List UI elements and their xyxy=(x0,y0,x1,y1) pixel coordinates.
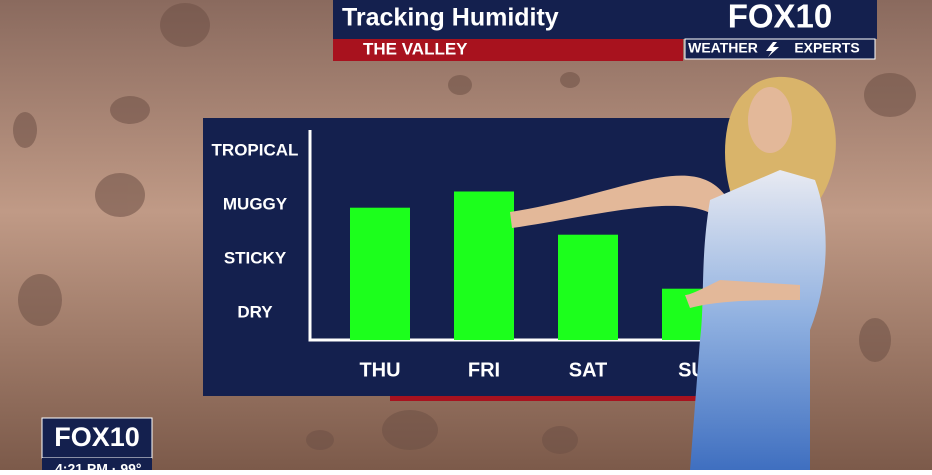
subtitle-box xyxy=(333,39,683,61)
logo-tagline: EXPERTS xyxy=(794,40,859,56)
logo-name: FOX10 xyxy=(728,0,833,35)
y-tick-label: MUGGY xyxy=(223,194,288,213)
x-tick-label: SAT xyxy=(569,359,608,381)
logo-tagline: WEATHER xyxy=(688,40,758,56)
droplets xyxy=(13,3,916,454)
bar xyxy=(454,191,514,340)
x-tick-label: FRI xyxy=(468,359,500,381)
chart-accent xyxy=(390,396,700,401)
title-box xyxy=(333,0,683,39)
logo-tagline-box xyxy=(684,38,876,60)
bar xyxy=(558,234,618,340)
y-tick-label: STICKY xyxy=(224,248,287,267)
bar xyxy=(350,207,410,340)
subtitle: THE VALLEY xyxy=(363,39,468,58)
x-tick-label: THU xyxy=(359,359,400,381)
presenter xyxy=(510,76,836,470)
y-tick-label: TROPICAL xyxy=(212,140,299,159)
bug-status: 4:21 PM · 99° xyxy=(55,461,142,470)
bug-box xyxy=(41,417,153,459)
logo-box xyxy=(683,0,877,39)
title: Tracking Humidity xyxy=(342,4,559,32)
bug-name: FOX10 xyxy=(54,422,140,452)
bug-status-box xyxy=(42,458,152,470)
y-tick-label: DRY xyxy=(237,302,273,321)
bolt-icon xyxy=(766,42,779,57)
